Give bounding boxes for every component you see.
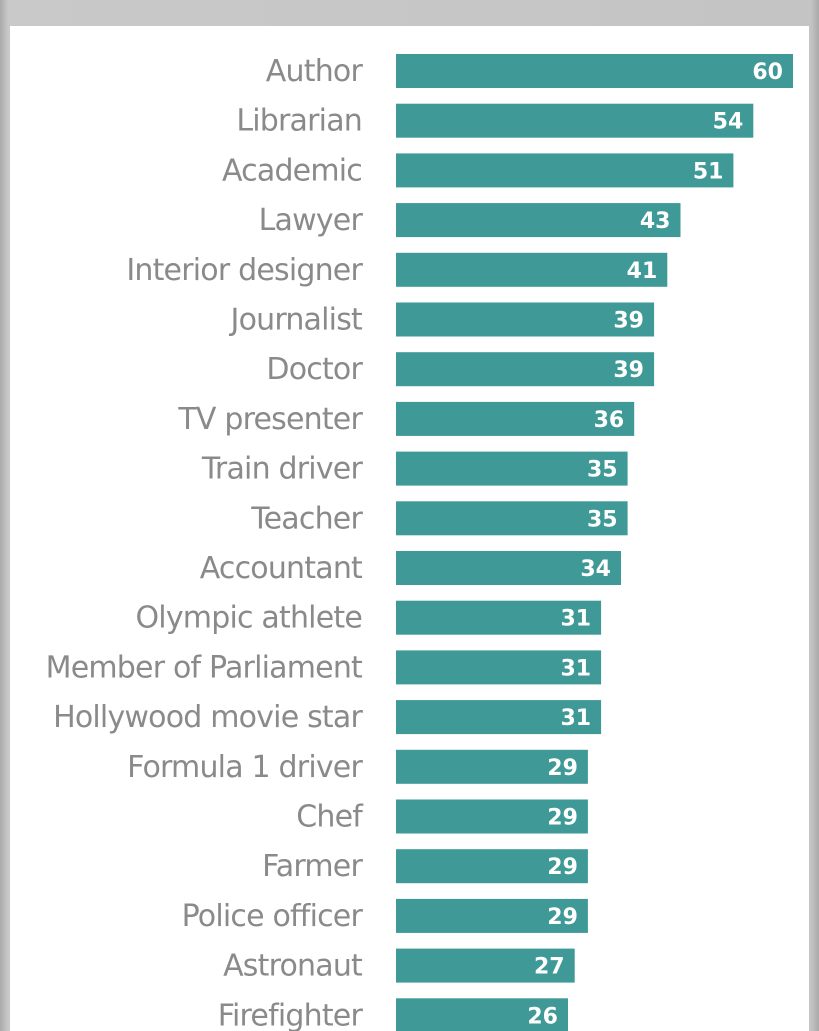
value-label-chef: 29 [547,806,578,831]
value-label-author: 60 [752,60,783,85]
bar-lawyer [396,203,681,238]
category-label-train-driver: Train driver [201,452,364,487]
value-label-doctor: 39 [613,358,644,383]
bars-layer [396,54,793,1031]
chart-panel: Author Librarian Academic Lawyer Interior de… [10,26,809,1031]
bar-author [396,54,793,88]
bar-interior-designer [396,252,668,287]
bar-farmer [396,849,588,884]
bar-academic [396,153,734,188]
category-label-firefighter: Firefighter [218,998,364,1031]
bar-hollywood-movie-star [396,700,602,735]
value-label-police-officer: 29 [547,905,578,930]
value-label-train-driver: 35 [587,458,618,483]
bar-firefighter [396,998,568,1031]
category-label-author: Author [266,54,364,89]
bar-train-driver [396,451,628,486]
category-label-lawyer: Lawyer [259,203,364,238]
category-label-academic: Academic [222,153,362,188]
category-label-olympic-athlete: Olympic athlete [135,601,362,636]
value-label-hollywood-movie-star: 31 [560,706,591,731]
value-label-farmer: 29 [547,855,578,880]
bar-olympic-athlete [396,600,602,635]
category-label-farmer: Farmer [262,849,363,884]
category-label-interior-designer: Interior designer [126,253,363,288]
bar-chef [396,799,588,834]
value-label-tv-presenter: 36 [594,408,625,433]
category-label-hollywood-movie-star: Hollywood movie star [53,700,363,735]
bar-member-of-parliament [396,650,602,685]
value-label-firefighter: 26 [527,1004,558,1029]
bar-police-officer [396,898,588,933]
category-label-tv-presenter: TV presenter [177,402,363,437]
category-label-member-of-parliament: Member of Parliament [46,650,363,685]
bar-astronaut [396,948,575,983]
value-label-journalist: 39 [613,309,644,334]
value-label-librarian: 54 [713,110,744,135]
category-label-journalist: Journalist [229,303,364,338]
value-label-teacher: 35 [587,507,618,532]
value-label-accountant: 34 [580,557,611,582]
bar-journalist [396,302,655,337]
value-label-formula-1-driver: 29 [547,756,578,781]
value-label-interior-designer: 41 [627,259,658,284]
value-label-olympic-athlete: 31 [560,607,591,632]
category-label-doctor: Doctor [266,352,363,387]
category-label-astronaut: Astronaut [223,949,363,984]
category-labels: Author Librarian Academic Lawyer Interior de… [46,54,365,1031]
value-labels: 60 54 51 43 41 39 39 36 35 35 34 31 31 31 29 29 29 29 27 26 [527,60,783,1029]
category-label-police-officer: Police officer [182,899,364,934]
bar-teacher [396,501,628,536]
category-label-chef: Chef [296,800,364,835]
bar-doctor [396,352,655,387]
category-label-teacher: Teacher [250,501,363,536]
value-label-lawyer: 43 [640,209,671,234]
value-label-astronaut: 27 [534,955,565,980]
bar-librarian [396,103,754,138]
bar-accountant [396,551,621,585]
bar-chart: Author Librarian Academic Lawyer Interior de… [46,54,793,1031]
category-label-formula-1-driver: Formula 1 driver [127,750,363,785]
value-label-member-of-parliament: 31 [560,656,591,681]
category-label-librarian: Librarian [236,104,362,139]
category-label-accountant: Accountant [200,551,363,586]
bar-tv-presenter [396,401,635,436]
bar-formula-1-driver [396,749,588,784]
value-label-academic: 51 [693,159,724,184]
